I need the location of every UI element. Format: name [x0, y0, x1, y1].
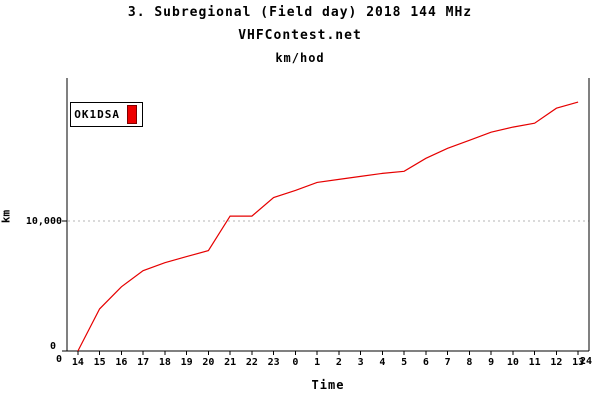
y-tick-label-0: 0	[49, 341, 56, 352]
legend-series-marker-icon	[127, 105, 137, 124]
x-tick-label: 3	[358, 357, 364, 368]
legend: OK1DSA	[70, 102, 143, 127]
x-tick-label: 7	[445, 357, 451, 368]
y-axis-title: km	[0, 209, 13, 224]
x-tick-label: 16	[115, 357, 127, 368]
x-tick-label: 11	[529, 357, 541, 368]
x-tick-label: 0	[292, 357, 298, 368]
x-tick-label: 18	[159, 357, 171, 368]
x-tick-label: 4	[379, 357, 385, 368]
x-axis-title: Time	[311, 378, 345, 392]
x-tick-label: 5	[401, 357, 407, 368]
legend-series-label: OK1DSA	[74, 108, 120, 121]
x-tick-label: 10	[507, 357, 519, 368]
x-tick-label: 1	[314, 357, 320, 368]
x-tick-label: 9	[488, 357, 494, 368]
x-tick-label: 19	[181, 357, 193, 368]
x-tick-label: 21	[224, 357, 236, 368]
x-tick-label: 2	[336, 357, 342, 368]
y-tick-label-10000: 10,000	[25, 216, 62, 227]
chart-subtitle-site: VHFContest.net	[238, 28, 362, 43]
x-tick-label: 23	[268, 357, 280, 368]
x-tick-label: 20	[202, 357, 214, 368]
x-axis-start-label: 0	[56, 354, 63, 365]
x-axis-end-label: 24	[580, 356, 593, 367]
x-tick-label: 13	[572, 357, 584, 368]
x-tick-label: 12	[550, 357, 562, 368]
x-tick-label: 8	[466, 357, 472, 368]
x-tick-label: 6	[423, 357, 429, 368]
series-line-ok1dsa	[77, 101, 579, 352]
chart-subtitle-units: km/hod	[275, 51, 325, 65]
x-tick-label: 15	[94, 357, 106, 368]
x-tick-label: 14	[72, 357, 84, 368]
x-tick-label: 17	[137, 357, 149, 368]
x-tick-label: 22	[246, 357, 258, 368]
chart-title: 3. Subregional (Field day) 2018 144 MHz	[127, 5, 473, 20]
